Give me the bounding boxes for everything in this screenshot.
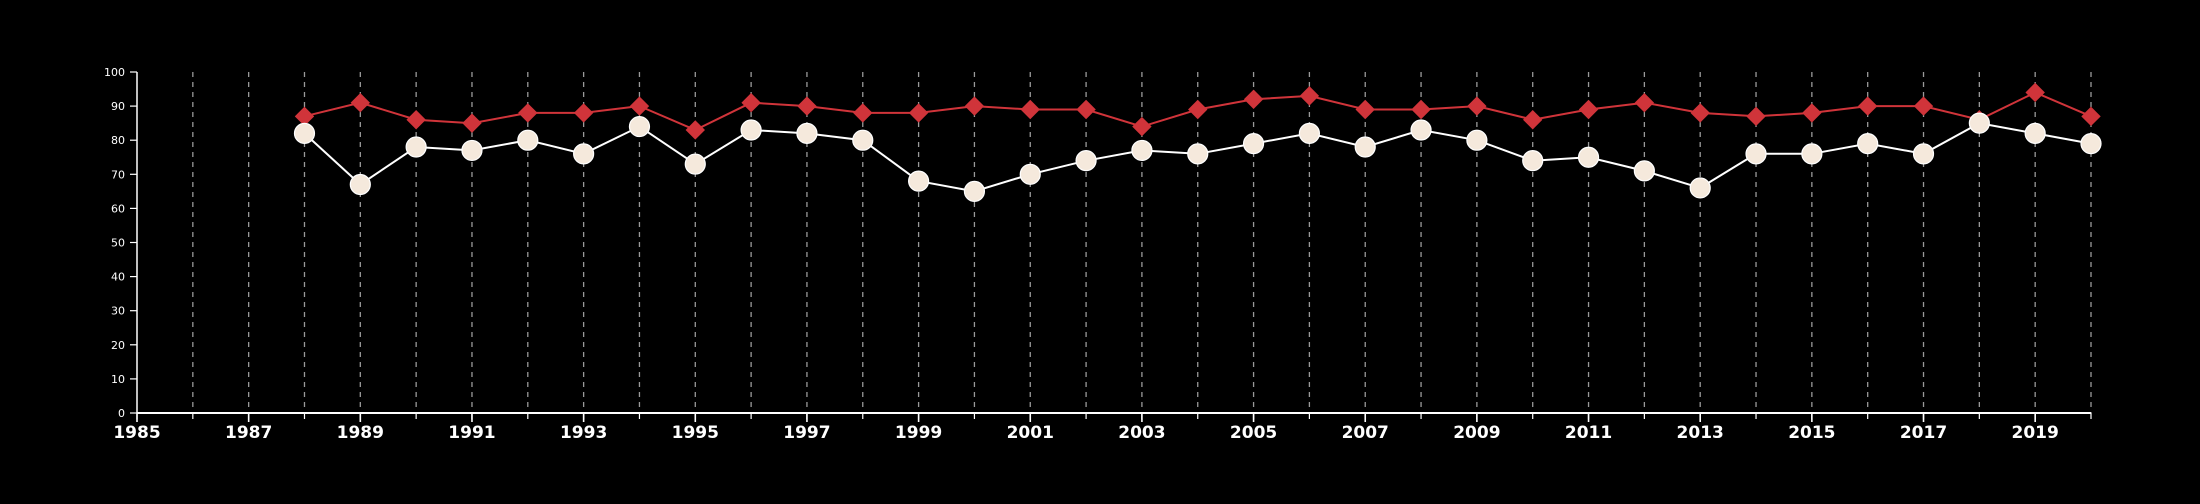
y-tick-label-10: 10 [111,373,125,386]
series-2-point-1994 [628,115,651,138]
series-2-point-2007 [1354,136,1376,158]
series-1-point-2009 [1467,96,1487,116]
x-tick-label-1987: 1987 [225,423,272,443]
x-tick-label-2015: 2015 [1788,423,1835,443]
series-1-point-1998 [853,103,873,123]
x-tick-label-2009: 2009 [1453,423,1500,443]
series-1-point-2005 [1243,89,1264,109]
series-1-point-2014 [1746,106,1766,127]
series-1-point-1996 [741,92,761,113]
series-2-point-2014 [1745,143,1767,165]
y-tick-label-0: 0 [118,407,125,420]
series-1-point-2020 [2081,106,2101,127]
y-tick-label-50: 50 [111,237,125,250]
series-2-point-2012 [1633,160,1655,182]
series-1-point-2019 [2025,82,2045,103]
y-tick-label-60: 60 [111,202,125,215]
series-2-point-2008 [1410,119,1432,141]
series-2-point-2002 [1075,150,1097,172]
series-1-point-2015 [1802,103,1822,123]
series-1-point-1988 [294,106,315,127]
y-tick-label-90: 90 [111,100,125,113]
series-2-point-1999 [907,170,930,192]
series-2-point-2013 [1689,177,1711,199]
series-2-point-2010 [1522,150,1544,172]
series-2-point-1995 [684,153,706,175]
series-2-point-1993 [573,143,595,165]
series-1-point-2007 [1355,99,1375,120]
series-1-point-2006 [1299,86,1320,106]
series-2-point-2003 [1131,139,1153,162]
x-tick-label-1989: 1989 [337,423,384,443]
x-tick-label-1991: 1991 [448,423,495,443]
x-tick-label-1999: 1999 [895,423,942,443]
y-tick-label-80: 80 [111,134,125,147]
series-1-point-2012 [1634,92,1655,113]
series-1-point-2016 [1857,96,1878,116]
series-2-point-1998 [852,129,874,151]
series-1-point-2011 [1578,99,1599,120]
series-1-point-1993 [573,103,594,123]
y-tick-label-20: 20 [111,339,125,352]
series-group [293,82,2102,202]
series-2-point-1990 [405,136,427,158]
series-2-point-1988 [293,122,316,144]
series-2-point-1992 [517,129,539,151]
x-tick-label-2019: 2019 [2012,423,2059,443]
series-1-point-1994 [629,96,650,116]
series-1-point-2001 [1020,99,1040,120]
series-1-point-2017 [1913,96,1934,116]
y-tick-label-30: 30 [111,305,125,318]
series-1-point-2008 [1411,99,1431,120]
series-1-point-2002 [1076,99,1096,120]
series-2-point-2005 [1242,133,1265,155]
series-2-point-2017 [1912,143,1935,165]
series-1-point-2000 [964,96,985,116]
grid-lines [192,72,2092,413]
x-tick-label-2001: 2001 [1007,423,1054,443]
x-tick-label-1997: 1997 [783,423,830,443]
x-tick-label-2007: 2007 [1342,423,1389,443]
x-tick-label-1995: 1995 [672,423,719,443]
series-2-point-2015 [1801,143,1823,165]
x-tick-label-2011: 2011 [1565,423,1612,443]
series-2-point-2009 [1466,129,1488,151]
series-2-point-1997 [796,122,818,144]
series-1-point-1990 [406,110,426,130]
x-tick-label-2005: 2005 [1230,423,1277,443]
series-2-point-2018 [1968,112,1990,134]
y-tick-label-100: 100 [104,66,125,79]
series-1-point-1992 [518,103,538,123]
x-tick-label-1993: 1993 [560,423,607,443]
series-2-point-1991 [461,139,483,162]
y-tick-label-40: 40 [111,271,125,284]
series-1-point-2004 [1188,99,1208,120]
series-2-point-2011 [1577,146,1600,168]
series-1-point-1995 [685,120,705,140]
series-2-point-2006 [1298,122,1321,144]
y-tick-label-70: 70 [111,168,125,181]
series-2-point-2016 [1857,133,1879,155]
series-1-point-1989 [350,92,371,113]
series-2-point-2004 [1187,143,1209,165]
series-1-point-1997 [797,96,817,116]
x-tick-label-2013: 2013 [1677,423,1724,443]
series-2-point-2019 [2024,122,2046,144]
series-1-point-2010 [1523,110,1543,130]
x-tick-label-2017: 2017 [1900,423,1947,443]
series-1-point-2013 [1690,103,1710,123]
series-2-point-1996 [740,119,762,141]
series-1-point-1999 [908,103,929,123]
series-1-point-2003 [1132,116,1152,137]
series-2-point-2000 [963,180,986,202]
series-2-point-2001 [1019,163,1041,185]
series-1-point-1991 [462,113,482,133]
series-2-point-2020 [2080,133,2102,155]
x-tick-label-2003: 2003 [1118,423,1165,443]
x-tick-label-1985: 1985 [113,423,160,443]
series-2-point-1989 [349,173,371,196]
axes: 0 10 20 30 40 50 60 70 80 90 100 1985 1987 1989 1991 19… [104,66,2092,443]
